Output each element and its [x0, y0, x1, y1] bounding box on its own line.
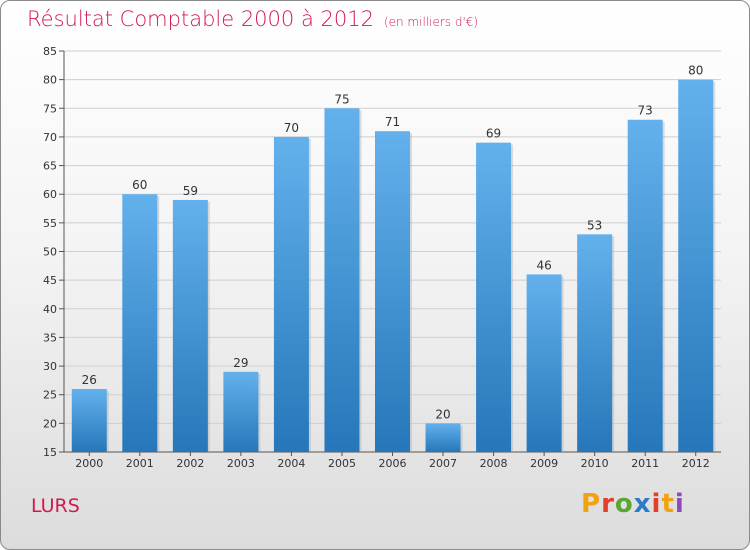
logo-letter: i [674, 489, 685, 519]
logo-letter: t [661, 489, 675, 519]
bar [526, 274, 562, 452]
bar [627, 119, 663, 452]
bar [122, 194, 158, 452]
bar [425, 423, 461, 452]
x-tick-label: 2002 [176, 457, 204, 470]
value-label: 29 [233, 356, 248, 370]
bar [375, 131, 410, 452]
y-tick-label: 25 [43, 389, 57, 402]
y-tick-label: 50 [43, 246, 57, 259]
x-tick-label: 2006 [379, 457, 407, 470]
y-tick-label: 20 [43, 417, 57, 430]
x-tick-label: 2009 [530, 457, 558, 470]
value-label: 80 [688, 64, 703, 78]
bar [223, 371, 259, 452]
value-label: 53 [587, 218, 602, 232]
y-tick-label: 65 [43, 160, 57, 173]
bar [71, 388, 107, 452]
bar [172, 199, 208, 452]
data-labels: 26 60 59 29 70 75 71 20 69 46 53 73 80 [82, 64, 704, 422]
value-label: 70 [284, 121, 299, 135]
x-tick-label: 2004 [277, 457, 305, 470]
y-tick-label: 85 [43, 45, 57, 58]
value-label: 71 [385, 115, 400, 129]
value-label: 59 [183, 184, 198, 198]
logo-letter: r [601, 489, 615, 519]
y-tick-label: 60 [43, 188, 57, 201]
y-tick-label: 15 [43, 446, 57, 459]
location-label: LURS [31, 495, 80, 517]
chart-title: Résultat Comptable 2000 à 2012 (en millie… [27, 7, 478, 31]
y-tick-label: 70 [43, 131, 57, 144]
y-tick-label: 30 [43, 360, 57, 373]
bar [678, 79, 714, 453]
value-label: 69 [486, 127, 501, 141]
logo-letter: o [614, 489, 634, 519]
x-tick-label: 2008 [480, 457, 508, 470]
x-tick-label: 2000 [75, 457, 103, 470]
y-tick-label: 80 [43, 74, 57, 87]
x-tick-label: 2010 [581, 457, 609, 470]
x-tick-label: 2001 [126, 457, 154, 470]
logo-letter: P [581, 489, 602, 519]
bars [71, 79, 716, 453]
y-tick-label: 40 [43, 303, 57, 316]
bar [273, 136, 309, 452]
y-tick-label: 55 [43, 217, 57, 230]
x-tick-label: 2003 [227, 457, 255, 470]
y-tick-label: 75 [43, 102, 57, 115]
y-tick-label: 35 [43, 331, 57, 344]
bar [476, 142, 512, 452]
x-tick-label: 2011 [631, 457, 659, 470]
value-label: 75 [334, 92, 349, 106]
value-label: 60 [132, 178, 147, 192]
x-tick-label: 2012 [682, 457, 710, 470]
value-label: 73 [638, 104, 653, 118]
bar [324, 108, 360, 453]
x-tick-label: 2005 [328, 457, 356, 470]
logo-letter: x [633, 489, 652, 519]
logo-letter: i [651, 489, 662, 519]
x-tick-label: 2007 [429, 457, 457, 470]
value-label: 20 [435, 407, 450, 421]
proxiti-logo[interactable]: Proxiti [581, 489, 685, 519]
value-label: 46 [536, 258, 551, 272]
title-text: Résultat Comptable 2000 à 2012 [27, 7, 374, 31]
y-tick-label: 45 [43, 274, 57, 287]
chart-subtitle: (en milliers d'€) [383, 15, 479, 29]
value-label: 26 [82, 373, 97, 387]
bar [577, 234, 613, 452]
